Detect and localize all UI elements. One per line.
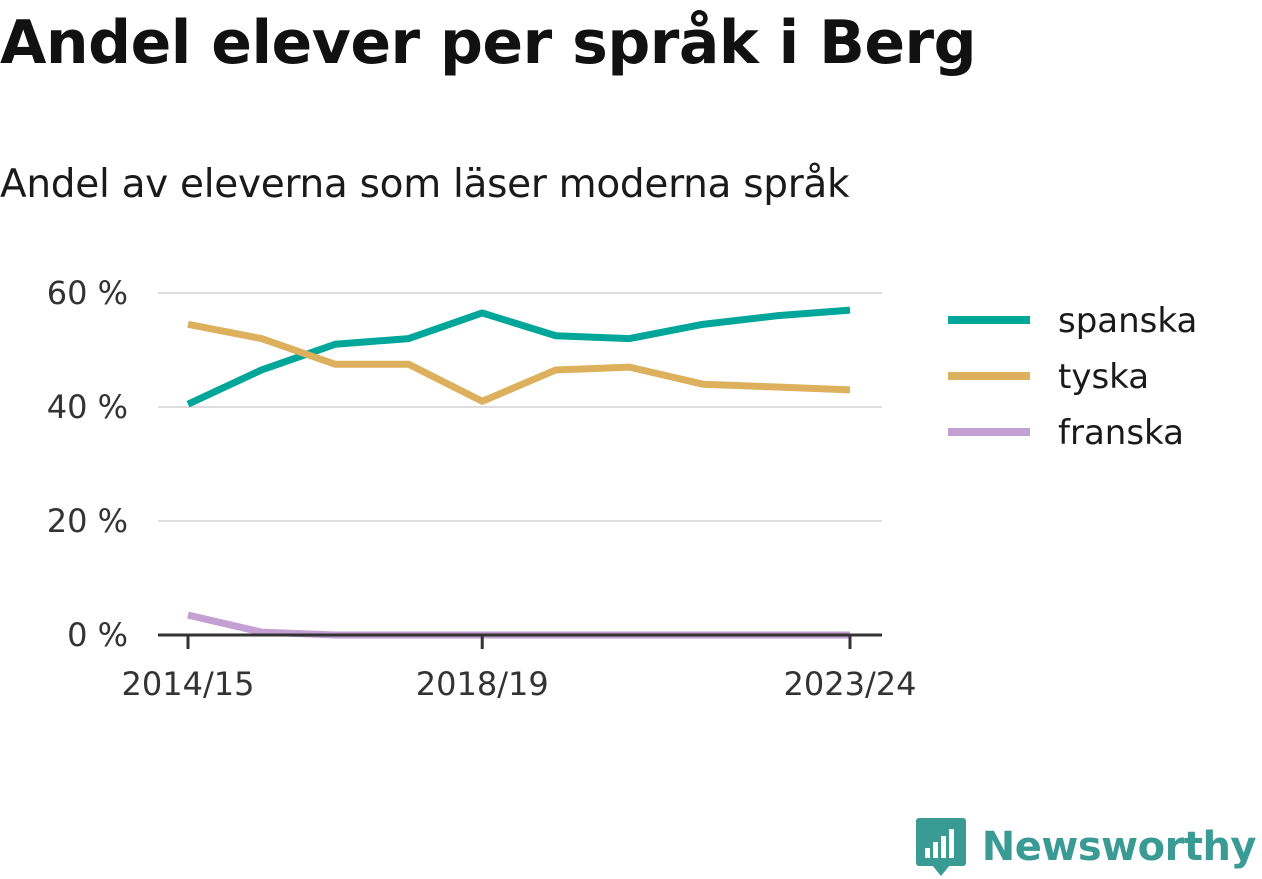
newsworthy-brand: Newsworthy [915,817,1257,877]
legend-label-franska: franska [1058,413,1184,453]
y-tick-label: 60 % [47,274,128,312]
series-line-spanska [186,306,851,408]
x-tick-label: 2018/19 [416,665,549,703]
x-tick-label: 2023/24 [784,665,917,703]
y-tick-label: 20 % [47,502,128,540]
series-line-tyska [187,320,851,405]
y-tick-label: 0 % [67,616,128,654]
newsworthy-logo-icon [915,818,966,876]
brand-name: Newsworthy [981,824,1257,870]
series-line-franska [187,611,850,639]
x-tick-label: 2014/15 [122,665,255,703]
chart-title: Andel elever per språk i Berg [0,8,977,78]
legend-label-tyska: tyska [1058,357,1149,397]
legend-label-spanska: spanska [1058,301,1197,341]
chart-subtitle: Andel av eleverna som läser moderna språ… [0,162,850,207]
y-tick-label: 40 % [47,388,128,426]
